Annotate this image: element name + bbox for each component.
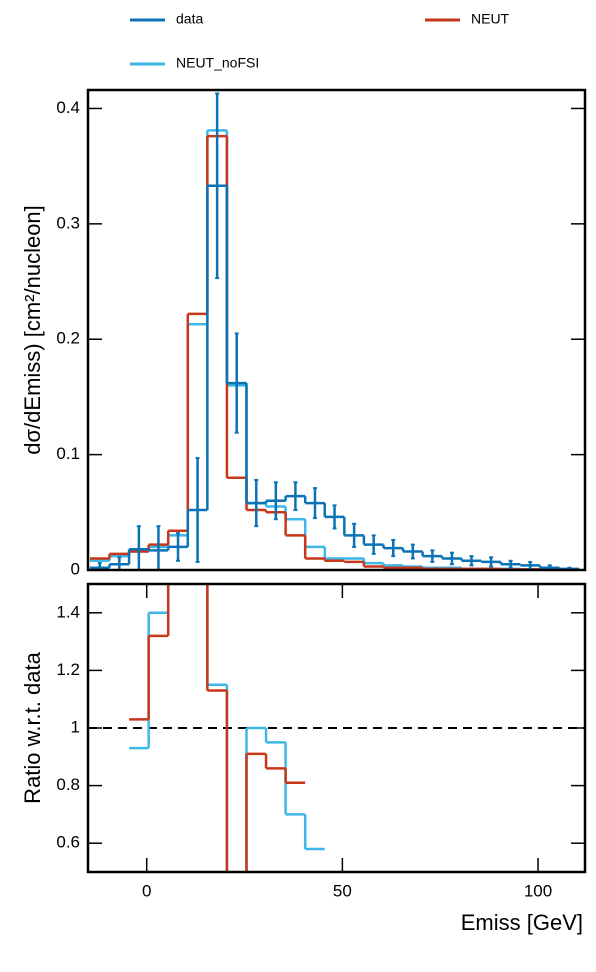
plot-frame xyxy=(86,88,587,572)
y-axis-label: dσ/dEmiss) [cm²/nucleon] xyxy=(20,205,45,455)
x-axis-label: Emiss [GeV] xyxy=(461,910,583,935)
legend: data NEUT NEUT_noFSI xyxy=(130,11,510,71)
y-tick-label: 0.8 xyxy=(56,775,80,794)
legend-label: data xyxy=(176,11,203,27)
plot-frame xyxy=(86,582,587,874)
y-tick-label: 0.3 xyxy=(56,213,80,232)
legend-label: NEUT_noFSI xyxy=(176,55,259,71)
x-tick-label: 0 xyxy=(142,881,151,900)
y-axis-label: Ratio w.r.t. data xyxy=(20,651,45,803)
y-tick-label: 0.2 xyxy=(56,329,80,348)
y-tick-label: 1.4 xyxy=(56,602,80,621)
y-tick-label: 0.1 xyxy=(56,444,80,463)
plot-area xyxy=(88,584,585,872)
legend-label: NEUT xyxy=(471,11,510,27)
plot-area xyxy=(89,92,580,570)
y-tick-label: 0.6 xyxy=(56,833,80,852)
y-tick-label: 0 xyxy=(71,559,80,578)
x-tick-label: 100 xyxy=(524,881,552,900)
ratio-panel: 0.6 0.8 1 1.2 1.4 0 50 100 xyxy=(56,582,587,900)
y-tick-label: 1.2 xyxy=(56,660,80,679)
top-panel: 0 0.1 0.2 0.3 0.4 xyxy=(56,88,587,578)
y-tick-label: 1 xyxy=(71,717,80,736)
x-tick-label: 50 xyxy=(333,881,352,900)
y-tick-label: 0.4 xyxy=(56,98,80,117)
